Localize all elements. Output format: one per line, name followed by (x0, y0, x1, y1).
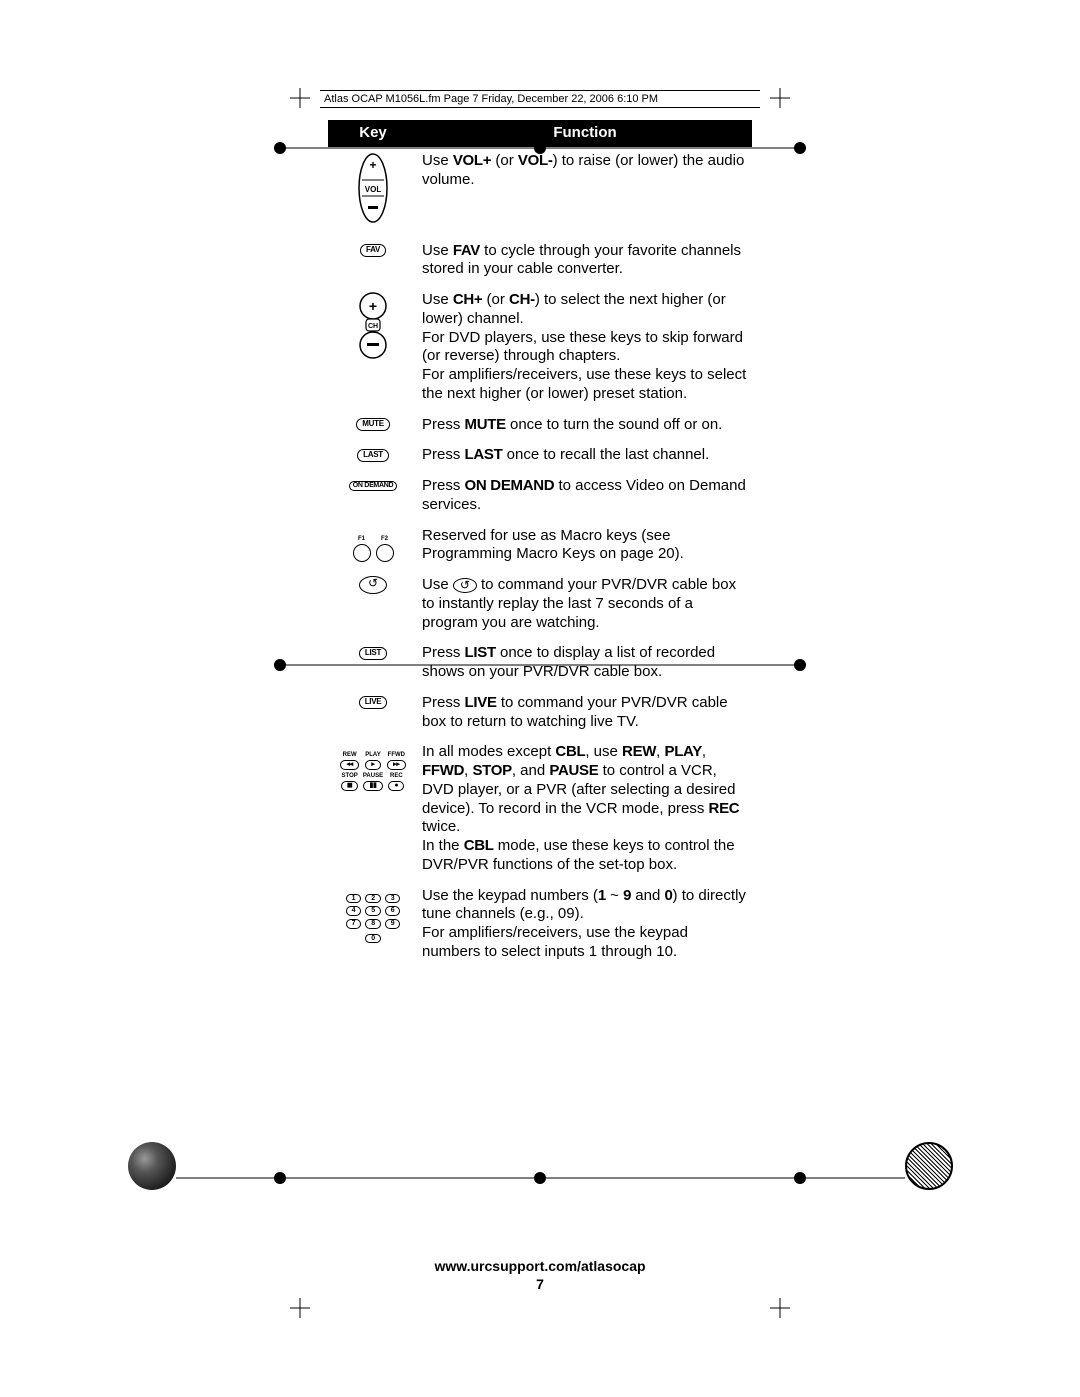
key-icon-cell: LAST (328, 441, 418, 472)
page-frame: Atlas OCAP M1056L.fm Page 7 Friday, Dece… (310, 90, 770, 1310)
function-cell: Reserved for use as Macro keys (see Prog… (418, 522, 752, 572)
replay-key-icon (359, 576, 387, 594)
table-row: LAST Press LAST once to recall the last c… (328, 441, 752, 472)
key-icon-cell (328, 571, 418, 639)
footer-url: www.urcsupport.com/atlasocap (310, 1258, 770, 1274)
running-header: Atlas OCAP M1056L.fm Page 7 Friday, Dece… (320, 90, 760, 108)
function-cell: Use FAV to cycle through your favorite c… (418, 237, 752, 287)
macro-keys-icon: F1 F2 (353, 536, 394, 562)
key-icon-cell: F1 F2 (328, 522, 418, 572)
fav-key-icon: FAV (360, 244, 386, 257)
function-cell: Use to command your PVR/DVR cable box to… (418, 571, 752, 639)
mute-key-icon: MUTE (356, 418, 389, 431)
header-file-info: Atlas OCAP M1056L.fm Page 7 Friday, Dece… (324, 93, 658, 105)
function-cell: Use VOL+ (or VOL-) to raise (or lower) t… (418, 147, 752, 237)
table-row: Use to command your PVR/DVR cable box to… (328, 571, 752, 639)
function-cell: Press MUTE once to turn the sound off or… (418, 411, 752, 442)
ch-rocker-icon: + CH (353, 291, 393, 361)
registration-mark-left (128, 1142, 176, 1190)
transport-keys-icon: REW◂◂PLAY▸FFWD▸▸ STOP◼PAUSE▮▮REC● (340, 752, 405, 790)
key-icon-cell: MUTE (328, 411, 418, 442)
key-icon-cell: LIVE (328, 689, 418, 739)
svg-text:+: + (369, 298, 377, 314)
page-footer: www.urcsupport.com/atlasocap 7 (310, 1258, 770, 1292)
table-row: ON DEMAND Press ON DEMAND to access Video… (328, 472, 752, 522)
function-cell: Press LIVE to command your PVR/DVR cable… (418, 689, 752, 739)
table-row: LIST Press LIST once to display a list of… (328, 639, 752, 689)
function-cell: Use CH+ (or CH-) to select the next high… (418, 286, 752, 411)
last-key-icon: LAST (357, 449, 389, 462)
table-row: REW◂◂PLAY▸FFWD▸▸ STOP◼PAUSE▮▮REC● In all… (328, 738, 752, 881)
footer-page-number: 7 (310, 1276, 770, 1292)
svg-text:VOL: VOL (365, 185, 382, 194)
live-key-icon: LIVE (359, 696, 388, 709)
replay-inline-icon (453, 578, 477, 593)
vol-rocker-icon: + VOL (356, 152, 390, 224)
svg-text:CH: CH (368, 323, 378, 330)
col-header-function: Function (418, 120, 752, 147)
table-row: 123456789 0 Use the keypad numbers (1 ~ … (328, 882, 752, 969)
content-area: Key Function + VOL Use VOL+ (or VOL-) to… (328, 120, 752, 969)
key-icon-cell: 123456789 0 (328, 882, 418, 969)
svg-text:+: + (369, 158, 376, 172)
table-row: LIVE Press LIVE to command your PVR/DVR c… (328, 689, 752, 739)
table-row: + CH Use CH+ (or CH-) to select the next… (328, 286, 752, 411)
key-icon-cell: REW◂◂PLAY▸FFWD▸▸ STOP◼PAUSE▮▮REC● (328, 738, 418, 881)
function-cell: Press LAST once to recall the last chann… (418, 441, 752, 472)
function-cell: Use the keypad numbers (1 ~ 9 and 0) to … (418, 882, 752, 969)
list-key-icon: LIST (359, 647, 387, 660)
table-row: MUTE Press MUTE once to turn the sound of… (328, 411, 752, 442)
ondemand-key-icon: ON DEMAND (349, 481, 397, 491)
key-icon-cell: ON DEMAND (328, 472, 418, 522)
key-icon-cell: + CH (328, 286, 418, 411)
registration-mark-right (905, 1142, 953, 1190)
key-icon-cell: LIST (328, 639, 418, 689)
table-row: F1 F2 Reserved for use as Macro keys (se… (328, 522, 752, 572)
table-row: FAV Use FAV to cycle through your favorit… (328, 237, 752, 287)
number-keypad-icon: 123456789 0 (346, 894, 401, 944)
function-cell: Press LIST once to display a list of rec… (418, 639, 752, 689)
function-cell: Press ON DEMAND to access Video on Deman… (418, 472, 752, 522)
col-header-key: Key (328, 120, 418, 147)
key-icon-cell: FAV (328, 237, 418, 287)
key-icon-cell: + VOL (328, 147, 418, 237)
key-function-table: Key Function + VOL Use VOL+ (or VOL-) to… (328, 120, 752, 969)
table-row: + VOL Use VOL+ (or VOL-) to raise (or lo… (328, 147, 752, 237)
function-cell: In all modes except CBL, use REW, PLAY, … (418, 738, 752, 881)
